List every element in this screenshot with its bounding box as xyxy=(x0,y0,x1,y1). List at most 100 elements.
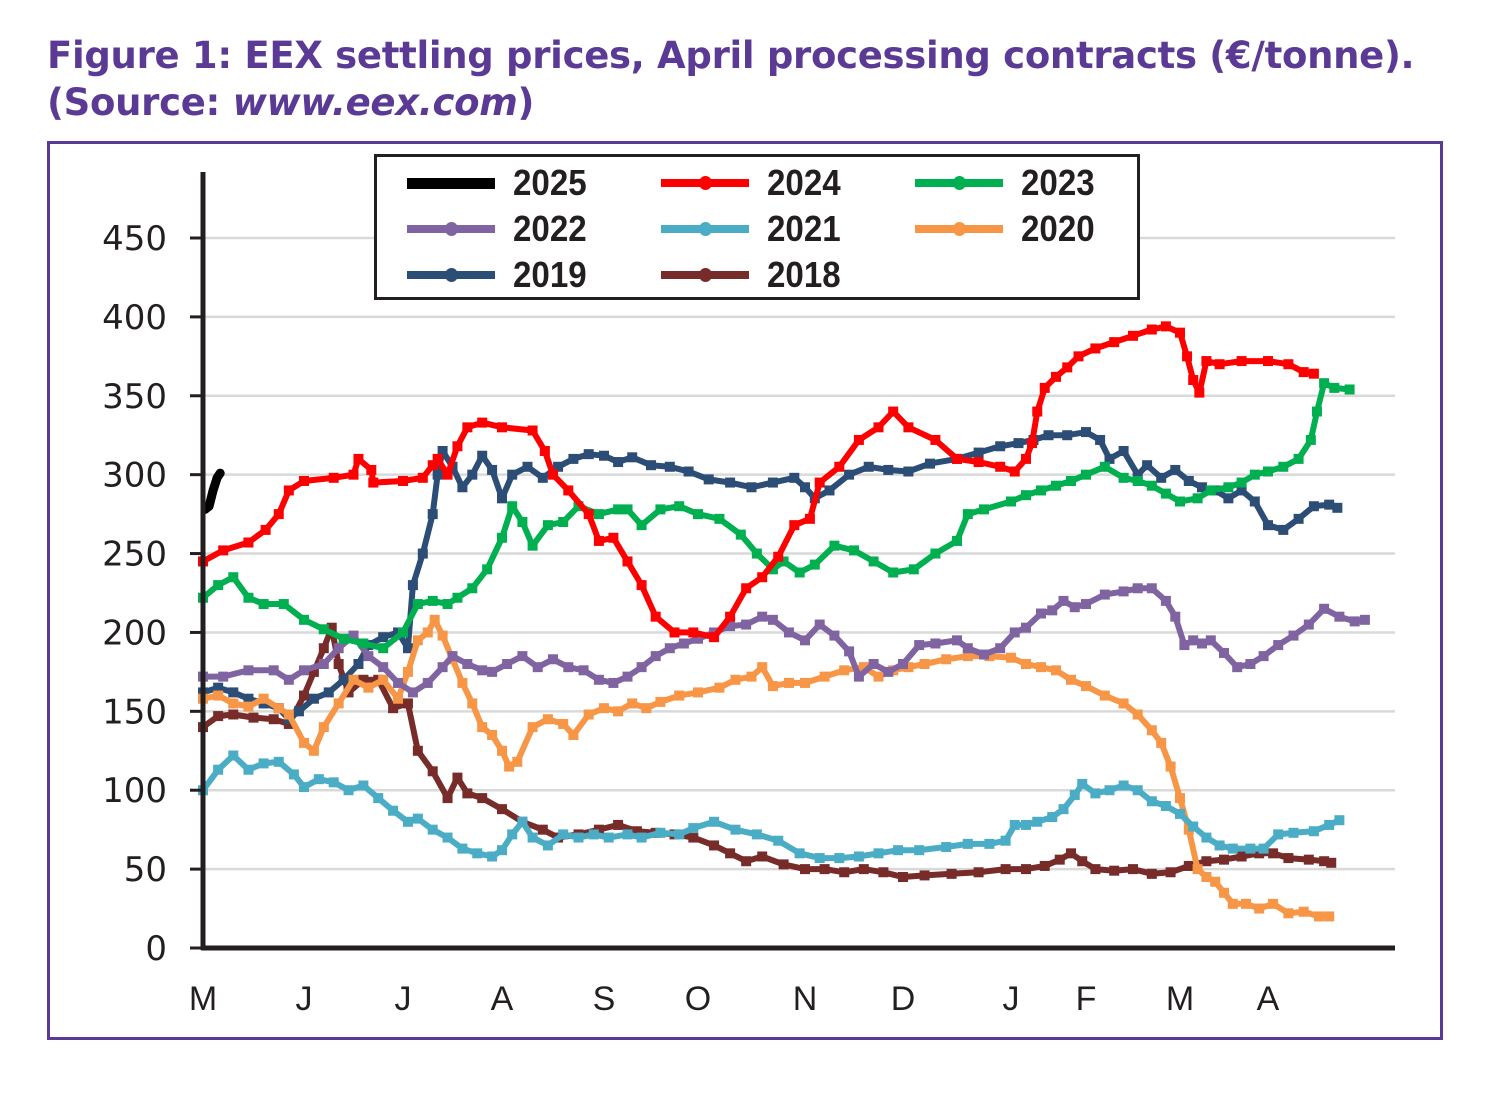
data-point-2021 xyxy=(412,813,423,824)
data-point-2019 xyxy=(323,687,334,698)
data-point-2022 xyxy=(1132,583,1143,594)
data-point-2020 xyxy=(308,745,319,756)
data-point-2021 xyxy=(507,829,518,840)
source-link[interactable]: www.eex.com xyxy=(232,81,518,124)
y-tick-label: 250 xyxy=(102,535,167,575)
data-point-2018 xyxy=(778,859,789,870)
data-point-2022 xyxy=(608,677,619,688)
legend-swatch-icon xyxy=(661,176,749,190)
data-point-2020 xyxy=(1192,864,1203,875)
data-point-2021 xyxy=(603,832,614,843)
data-point-2020 xyxy=(333,698,344,709)
data-point-2023 xyxy=(1132,475,1143,486)
data-point-2021 xyxy=(527,832,538,843)
data-point-2023 xyxy=(278,599,289,610)
data-point-2020 xyxy=(422,627,433,638)
data-point-2024 xyxy=(773,551,784,562)
data-point-2018 xyxy=(1268,848,1279,859)
data-point-2024 xyxy=(1021,453,1031,464)
data-point-2019 xyxy=(1263,520,1273,531)
data-point-2019 xyxy=(338,674,349,685)
data-point-2019 xyxy=(664,461,675,472)
data-point-2018 xyxy=(1183,860,1194,871)
data-point-2018 xyxy=(1236,851,1247,862)
data-point-2021 xyxy=(636,832,647,843)
data-point-2022 xyxy=(1205,635,1216,646)
data-point-2023 xyxy=(809,559,820,570)
data-point-2024 xyxy=(462,422,473,433)
data-point-2019 xyxy=(1132,469,1143,480)
data-point-2021 xyxy=(313,774,324,785)
data-point-2024 xyxy=(1182,351,1193,362)
data-point-2019 xyxy=(1104,453,1115,464)
data-point-2021 xyxy=(893,845,904,856)
data-point-2022 xyxy=(757,611,768,622)
data-point-2021 xyxy=(343,785,354,796)
data-point-2021 xyxy=(1000,835,1011,846)
legend-item-2022: 2022 xyxy=(407,208,593,249)
data-point-2018 xyxy=(1319,856,1330,867)
data-point-2021 xyxy=(243,764,254,775)
data-point-2024 xyxy=(1090,343,1101,354)
data-point-2020 xyxy=(583,709,594,720)
data-point-2022 xyxy=(1359,614,1370,625)
data-point-2021 xyxy=(213,764,224,775)
legend-item-2020: 2020 xyxy=(915,208,1101,249)
data-point-2021 xyxy=(1077,778,1088,789)
data-point-2021 xyxy=(258,758,269,769)
data-point-2023 xyxy=(1293,453,1304,464)
legend: 2025 2024 2023 2022 2021 2020 2019 2018 xyxy=(374,154,1140,300)
data-point-2019 xyxy=(1095,434,1106,445)
figure-title: Figure 1: EEX settling prices, April pro… xyxy=(47,32,1415,126)
data-point-2018 xyxy=(839,867,850,878)
data-point-2019 xyxy=(1142,460,1153,471)
data-point-2020 xyxy=(504,761,515,772)
data-point-2024 xyxy=(366,464,377,475)
data-point-2020 xyxy=(348,674,359,685)
legend-label: 2020 xyxy=(1021,208,1095,249)
data-point-2018 xyxy=(631,826,642,837)
x-tick-label: A xyxy=(491,980,514,1018)
data-point-2024 xyxy=(497,422,507,433)
data-point-2023 xyxy=(258,599,269,610)
data-point-2019 xyxy=(1183,475,1194,486)
series-2021 xyxy=(198,750,1345,864)
data-point-2024 xyxy=(804,513,815,524)
data-point-2021 xyxy=(773,835,784,846)
data-point-2018 xyxy=(946,868,957,879)
data-point-2022 xyxy=(1118,586,1129,597)
data-point-2024 xyxy=(789,520,800,531)
data-point-2019 xyxy=(477,450,488,461)
x-tick-label: J xyxy=(296,980,313,1018)
gridlines xyxy=(203,236,1395,871)
data-point-2019 xyxy=(583,449,594,460)
data-point-2021 xyxy=(1118,780,1129,791)
title-line: Figure 1: EEX settling prices, April pro… xyxy=(47,34,1415,77)
data-point-2021 xyxy=(730,824,741,835)
data-point-2023 xyxy=(1192,493,1203,504)
data-point-2020 xyxy=(1051,665,1061,676)
data-point-2019 xyxy=(995,441,1006,452)
data-point-2022 xyxy=(693,633,703,644)
data-point-2021 xyxy=(794,848,805,859)
data-point-2022 xyxy=(218,671,229,682)
data-point-2021 xyxy=(457,843,468,854)
data-point-2019 xyxy=(293,706,304,717)
data-point-2021 xyxy=(1021,819,1031,830)
data-point-2021 xyxy=(1214,840,1225,851)
data-point-2024 xyxy=(243,537,254,548)
data-point-2022 xyxy=(844,646,855,657)
data-point-2024 xyxy=(888,406,899,417)
data-point-2019 xyxy=(427,509,438,520)
data-point-2024 xyxy=(593,535,604,546)
data-point-2019 xyxy=(1278,524,1289,535)
data-point-2021 xyxy=(1288,827,1299,838)
data-point-2018 xyxy=(741,856,752,867)
x-tick-label: S xyxy=(593,980,616,1018)
data-point-2023 xyxy=(299,614,309,625)
data-point-2019 xyxy=(883,464,894,475)
data-point-2022 xyxy=(1334,611,1345,622)
x-tick-label: A xyxy=(1257,980,1280,1018)
data-point-2023 xyxy=(1051,480,1061,491)
